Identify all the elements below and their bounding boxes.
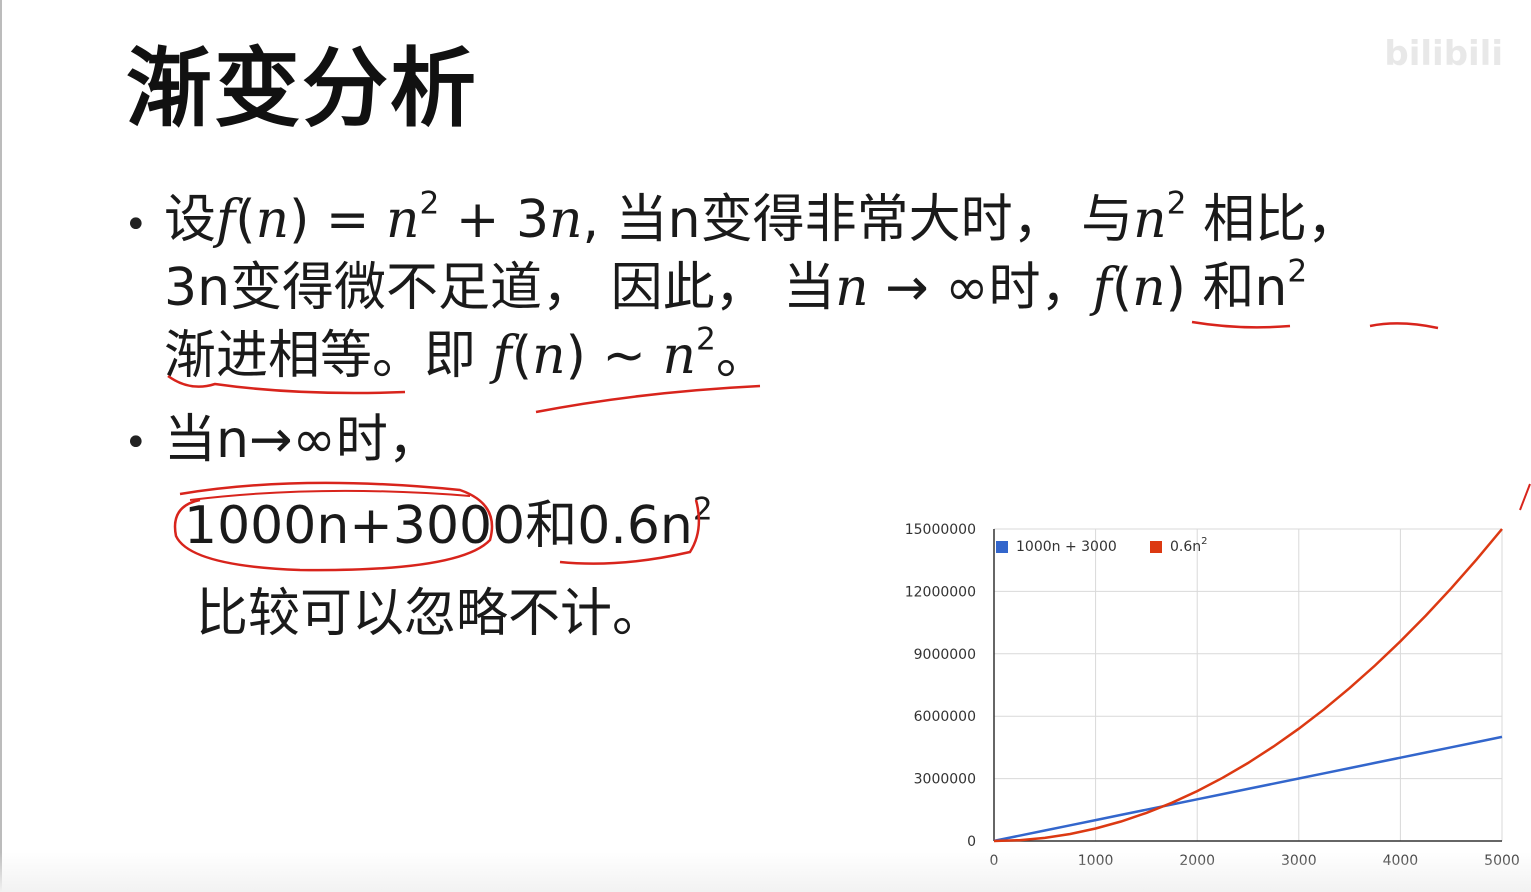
legend-label-quadratic: 0.6n2 (1170, 536, 1208, 555)
y-tick-label: 3000000 (914, 772, 976, 788)
text: 设 (164, 190, 217, 250)
text: ( (511, 326, 533, 386)
math-n: n (255, 190, 290, 250)
math-n: n (835, 258, 869, 318)
legend-label-linear: 1000n + 3000 (1016, 539, 1117, 555)
text: ) ~ (565, 326, 663, 386)
chart-series (993, 528, 1503, 843)
ink-tick (1519, 483, 1531, 511)
math-n: n (532, 326, 566, 386)
text: 相比， (1186, 190, 1359, 250)
bullet1-line3: 渐进相等。即 f(n) ~ n2。 (164, 324, 768, 382)
y-tick-label: 12000000 (905, 584, 976, 600)
math-n: n (1132, 258, 1166, 318)
series-line-quadratic (993, 528, 1503, 843)
bullet1-line2: 3n变得微不足道， 因此， 当n → ∞时，f(n) 和n2 (164, 256, 1307, 314)
legend-swatch-red (1150, 541, 1162, 553)
exponent: 2 (1287, 253, 1308, 290)
text: → ∞时， (868, 258, 1093, 318)
slide-title: 渐变分析 (126, 39, 478, 139)
exponent: 2 (696, 321, 716, 358)
math-f: f (1092, 258, 1112, 318)
text: 3n变得微不足道， 因此， 当 (164, 258, 836, 318)
text: 渐进相等。即 (164, 326, 493, 386)
bullet2-line3: 比较可以忽略不计。 (196, 584, 665, 644)
legend-swatch-blue (996, 541, 1008, 553)
exponent: 2 (692, 491, 713, 528)
text: ) 和n (1165, 258, 1288, 318)
legend-label-main: 0.6n (1170, 539, 1201, 555)
series-line-linear (993, 735, 1503, 843)
math-n: n (549, 190, 583, 250)
math-n: n (1133, 190, 1167, 250)
growth-chart: 0300000060000009000000120000001500000001… (905, 522, 1520, 869)
y-tick-label: 15000000 (905, 522, 976, 538)
ink-underline (1369, 322, 1439, 330)
legend-label-sup: 2 (1201, 536, 1207, 547)
math-n: n (662, 326, 697, 386)
slide-left-border (0, 0, 2, 892)
y-tick-label: 0 (967, 834, 976, 850)
bottom-fade (0, 852, 1531, 892)
math-n: n (385, 190, 420, 250)
bullet2-line2: 1000n+3000和0.6n2 (184, 494, 713, 552)
bullet-dot: • (124, 420, 148, 466)
text: 1000n+3000和0.6n (184, 496, 693, 556)
ink-underline (1191, 320, 1291, 329)
text: ) = (289, 190, 386, 250)
exponent: 2 (1166, 185, 1187, 222)
math-f: f (492, 326, 512, 386)
chart-ticks: 0300000060000009000000120000001500000001… (905, 522, 1520, 869)
text: + 3 (439, 190, 550, 250)
chart-grid (993, 528, 1503, 842)
chart-legend: 1000n + 3000 0.6n2 (996, 536, 1208, 555)
bullet2-line1: 当n→∞时， (164, 410, 440, 470)
text: , 当n变得非常大时， 与 (582, 190, 1134, 250)
y-tick-label: 6000000 (914, 709, 976, 725)
text: 。 (715, 326, 768, 386)
text: ( (235, 190, 256, 250)
exponent: 2 (419, 185, 440, 222)
text: ( (1111, 258, 1133, 318)
bullet-dot: • (124, 202, 148, 248)
y-tick-label: 9000000 (914, 647, 976, 663)
bullet1-line1: 设f(n) = n2 + 3n, 当n变得非常大时， 与n2 相比， (164, 188, 1359, 246)
ink-underline (535, 384, 761, 414)
math-f: f (216, 190, 236, 250)
bilibili-watermark: bilibili (1384, 34, 1503, 74)
